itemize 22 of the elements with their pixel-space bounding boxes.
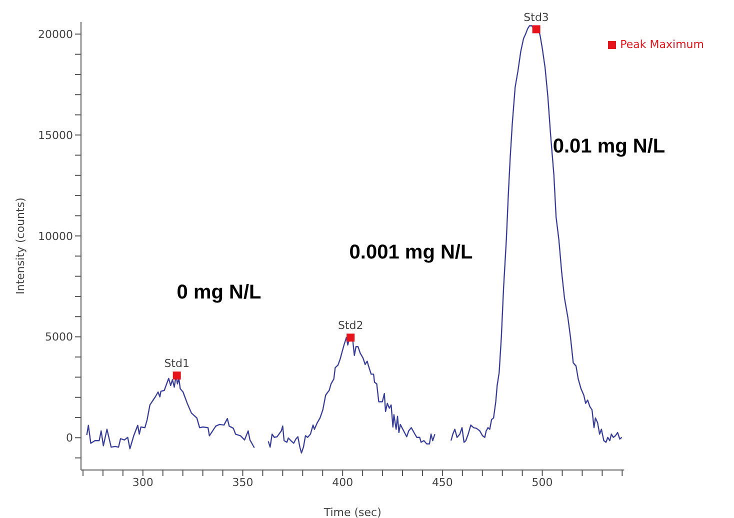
data-label: Std1 [164, 357, 190, 370]
x-tick-label: 450 [432, 476, 453, 489]
x-tick-label: 400 [332, 476, 354, 489]
point [346, 334, 355, 342]
x-tick-label: 300 [132, 476, 154, 489]
y-tick-label: 10000 [38, 230, 73, 243]
data-label: Std2 [338, 319, 364, 332]
y-tick-label: 15000 [38, 128, 73, 142]
annotation: 0.001 mg N/L [349, 242, 473, 264]
point [172, 372, 181, 380]
y-tick-label: 20000 [38, 28, 73, 42]
y-axis-title: Intensity (counts) [14, 198, 27, 294]
data-label: Std3 [524, 10, 549, 24]
y-tick-label: 5000 [45, 330, 73, 344]
point [532, 25, 540, 34]
x-tick-label: 350 [232, 476, 254, 489]
y-tick-label: 0 [66, 432, 73, 445]
x-axis-title: Time (sec) [322, 506, 382, 518]
x-tick-label: 500 [532, 476, 553, 489]
legend-label: Peak Maximum [620, 38, 704, 51]
annotation: 0 mg N/L [176, 282, 262, 304]
annotation: 0.01 mg N/L [552, 136, 666, 158]
